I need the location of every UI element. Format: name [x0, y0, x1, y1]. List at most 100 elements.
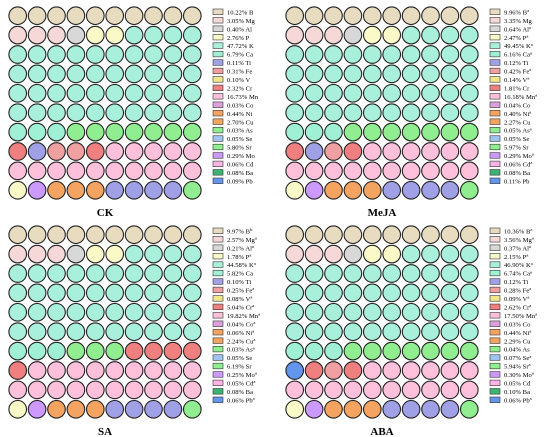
waffle-cell-k [27, 322, 47, 342]
waffle-cell-pb [285, 361, 305, 380]
waffle-cell-k [343, 283, 363, 303]
waffle-cell-mn [163, 380, 183, 400]
waffle-cell-mn [144, 142, 163, 161]
waffle-cell-sr [105, 122, 125, 142]
waffle-cell-ti [27, 142, 47, 161]
legend-swatch-mg [212, 17, 224, 24]
legend-label-cd: 0.05% Cda [227, 379, 255, 387]
waffle-cell-k [304, 103, 324, 123]
waffle-cell-fe [324, 361, 343, 380]
waffle-cell-cr [285, 142, 305, 161]
waffle-cell-k [459, 322, 479, 342]
waffle-cell-sr [459, 122, 479, 142]
waffle-cell-sr [144, 122, 163, 142]
waffle-cell-k [163, 64, 183, 84]
legend-swatch-p [212, 253, 224, 260]
legend-swatch-cu [489, 118, 501, 125]
legend-swatch-cu [212, 118, 224, 125]
waffle-cell-ti [382, 399, 402, 419]
waffle-cell-k [105, 264, 125, 283]
waffle-cell-k [421, 103, 440, 123]
legend-label-ca: 6.79% Ca [227, 52, 253, 59]
legend-label-cr: 5.04% Cra [227, 303, 254, 311]
waffle-cell-ti [144, 399, 163, 419]
waffle-cell-ca [8, 122, 28, 142]
legend-swatch-ba [489, 169, 501, 176]
waffle-cell-k [182, 283, 202, 303]
legend-label-mn: 17.50% Mna [504, 312, 537, 320]
legend-swatch-ca [212, 269, 224, 277]
legend-label-co: 0.04% Coa [227, 320, 255, 328]
waffle-cell-ti [401, 399, 421, 419]
legend-swatch-ti [212, 278, 224, 285]
waffle-cell-k [401, 283, 421, 303]
waffle-cell-ca [304, 122, 324, 142]
waffle-cell-k [382, 264, 402, 283]
waffle-cell-al [66, 25, 86, 45]
legend-label-co: 0.04% Co [504, 102, 531, 109]
legend-swatch-pb [489, 177, 501, 184]
waffle-cell-cr [124, 341, 144, 361]
legend-label-cu: 2.24% Cua [227, 337, 255, 345]
waffle-cell-k [343, 302, 363, 322]
waffle-cell-mn [382, 380, 402, 400]
waffle-cell-k [440, 244, 460, 264]
waffle-cell-b [459, 225, 479, 245]
waffle-cell-mg [304, 25, 324, 45]
waffle-cell-cr [343, 142, 363, 161]
legend-swatch-as [212, 345, 224, 353]
legend-swatch-cu [212, 337, 224, 344]
legend-label-cu: 2.70% Cu [227, 119, 254, 126]
waffle-cell-mn [27, 380, 47, 400]
waffle-cell-k [324, 302, 343, 322]
waffle-cell-k [362, 64, 382, 84]
legend-swatch-co [489, 320, 501, 327]
waffle-cell-k [362, 322, 382, 342]
legend-swatch-k [212, 261, 224, 268]
legend-swatch-ti [212, 59, 224, 66]
waffle-cell-k [382, 322, 402, 342]
legend-swatch-cd [489, 160, 501, 168]
waffle-cell-k [285, 64, 305, 84]
waffle-cell-k [8, 103, 28, 123]
waffle-cell-k [382, 302, 402, 322]
waffle-cell-cu [85, 399, 105, 419]
waffle-cell-mn [105, 142, 125, 161]
waffle-cell-k [304, 83, 324, 103]
legend-label-b: 9.96% Ba [504, 8, 529, 16]
legend-label-k: 47.72% K [227, 43, 254, 50]
waffle-cell-b [66, 225, 86, 245]
waffle-cell-k [459, 45, 479, 64]
waffle-cell-mn [27, 361, 47, 380]
waffle-cell-ca [324, 341, 343, 361]
legend-label-ba: 0.08% Ba [227, 170, 253, 177]
waffle-cell-mn [324, 161, 343, 181]
legend-swatch-b [212, 227, 224, 234]
waffle-cell-mg [27, 244, 47, 264]
waffle-cell-k [440, 322, 460, 342]
legend-label-al: 0.21% Ala [227, 244, 254, 252]
legend-swatch-al [212, 244, 224, 251]
waffle-cell-k [47, 83, 66, 103]
waffle-cell-b [382, 225, 402, 245]
legend-swatch-mg [489, 236, 501, 243]
legend-label-ni: 0.44% Nia [504, 328, 531, 336]
legend-label-pb: 0.09% Pb [227, 178, 253, 185]
waffle-cell-k [27, 45, 47, 64]
waffle-cell-ti [124, 399, 144, 419]
waffle-cell-ca [8, 341, 28, 361]
waffle-cell-k [459, 103, 479, 123]
legend-label-se: 0.05% Se [504, 136, 529, 143]
legend-label-ba: 0.08% Ba [227, 389, 253, 396]
waffle-cell-cu [47, 399, 66, 419]
waffle-cell-b [401, 225, 421, 245]
waffle-cell-mn [362, 161, 382, 181]
legend-swatch-v [489, 295, 501, 302]
waffle-cell-k [324, 283, 343, 303]
waffle-cell-k [324, 264, 343, 283]
waffle-cell-k [304, 64, 324, 84]
waffle-cell-sr [66, 122, 86, 142]
panel-title: MeJA [368, 207, 397, 219]
waffle-cell-b [304, 6, 324, 26]
waffle-cell-b [163, 225, 183, 245]
